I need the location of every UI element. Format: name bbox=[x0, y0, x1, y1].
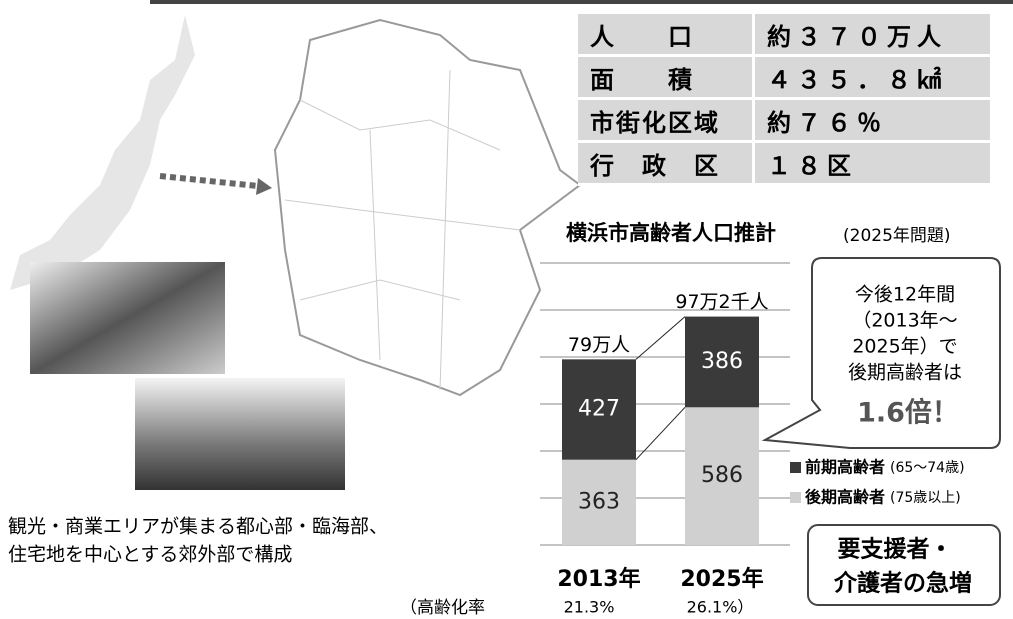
arrow-head bbox=[256, 178, 272, 195]
rate-label: 26.1%） bbox=[687, 598, 754, 617]
rate-caption: （高齢化率 bbox=[400, 598, 485, 618]
value-cell: ４３５．８㎢ bbox=[754, 56, 991, 99]
value-label: 586 bbox=[701, 463, 743, 488]
connector bbox=[636, 407, 685, 459]
slide: 観光・商業エリアが集まる都心部・臨海部、住宅地を中心とする郊外部で構成 横浜市高齢… bbox=[0, 0, 1013, 619]
value-label: 363 bbox=[578, 489, 620, 514]
value-cell: 約７６％ bbox=[754, 99, 991, 142]
legend-swatch bbox=[790, 462, 801, 473]
callout-text: （2013年～ bbox=[852, 310, 957, 332]
connector bbox=[636, 317, 685, 360]
callout-emphasis: 1.6倍！ bbox=[857, 397, 959, 429]
value-cell: １８区 bbox=[754, 142, 991, 185]
legend-label: 前期高齢者 bbox=[805, 458, 885, 477]
x-tick-label: 2013年 bbox=[557, 566, 640, 592]
japan-map bbox=[10, 15, 195, 290]
total-label: 79万人 bbox=[568, 334, 630, 356]
chart-title: 横浜市高齢者人口推計 bbox=[566, 221, 776, 245]
legend-label: 後期高齢者 bbox=[805, 488, 885, 507]
caption: 観光・商業エリアが集まる都心部・臨海部、 bbox=[8, 516, 388, 538]
legend-swatch bbox=[790, 492, 801, 503]
x-tick-label: 2025年 bbox=[680, 566, 763, 592]
box-text: 要支援者・ bbox=[838, 537, 953, 563]
photo-skyline bbox=[135, 378, 345, 490]
box-text: 介護者の急増 bbox=[833, 570, 972, 597]
legend-note: (65～74歳) bbox=[890, 460, 965, 476]
value-cell: 約３７０万人 bbox=[754, 14, 991, 56]
yokohama-map bbox=[275, 20, 580, 395]
value-label: 386 bbox=[701, 349, 743, 374]
callout-text: 2025年）で bbox=[852, 336, 957, 358]
rate-label: 21.3% bbox=[564, 598, 615, 617]
arrow bbox=[160, 176, 258, 186]
photo-warehouse bbox=[30, 262, 225, 374]
caption: 住宅地を中心とする郊外部で構成 bbox=[8, 544, 292, 566]
value-label: 427 bbox=[578, 397, 620, 422]
total-label: 97万2千人 bbox=[675, 291, 768, 313]
legend-note: (75歳以上) bbox=[890, 490, 961, 506]
key-cell: 市街化区域 bbox=[578, 99, 754, 142]
key-cell: 面 積 bbox=[578, 56, 754, 99]
table-row: 市街化区域約７６％ bbox=[578, 99, 990, 142]
callout-text: 今後12年間 bbox=[855, 284, 955, 306]
table-row: 人 口約３７０万人 bbox=[578, 14, 990, 56]
chart-subtitle: (2025年問題) bbox=[843, 226, 951, 246]
callout-text: 後期高齢者は bbox=[848, 362, 962, 384]
key-cell: 行 政 区 bbox=[578, 142, 754, 185]
key-cell: 人 口 bbox=[578, 14, 754, 56]
